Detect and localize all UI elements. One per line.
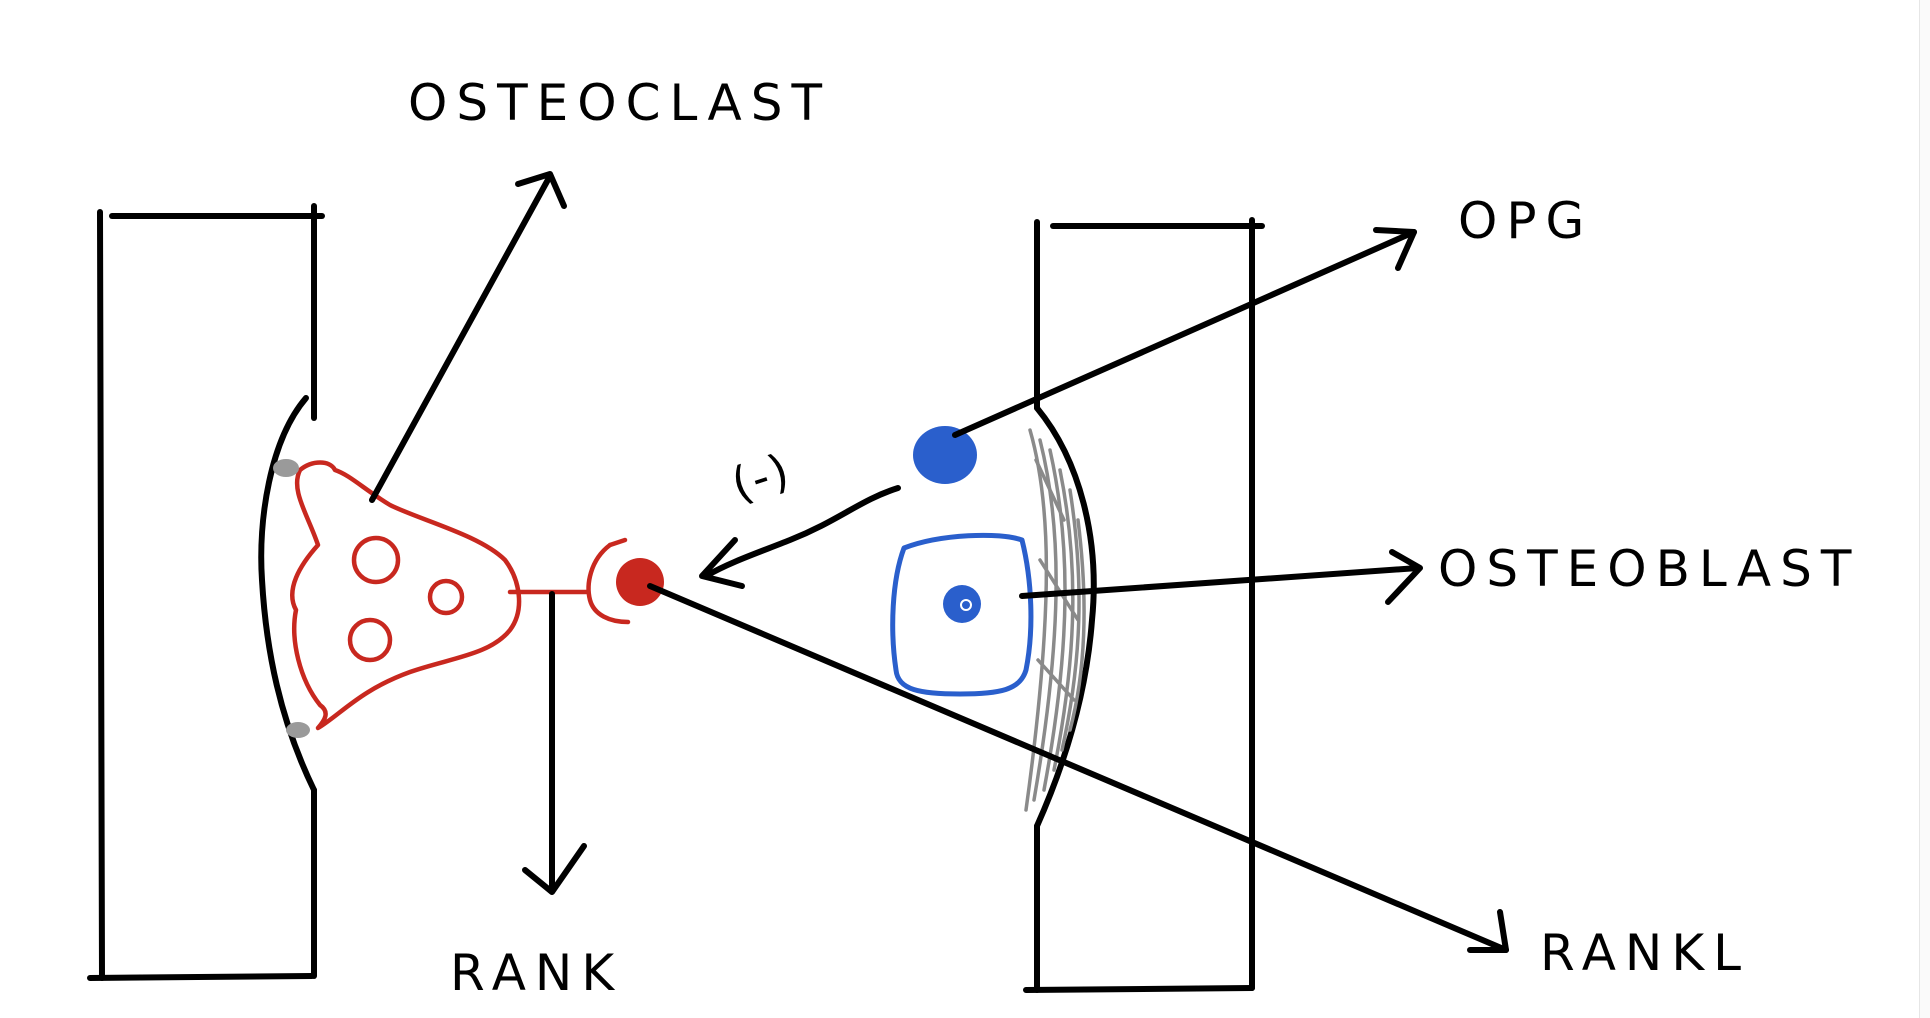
rankl-ligand-dot	[616, 558, 664, 606]
label-rankl: RANKL	[1540, 924, 1750, 982]
left-bone-block	[87, 203, 325, 981]
right-bone-block	[1023, 217, 1265, 993]
right-bone-surface	[1034, 405, 1097, 829]
osteoblast-cell	[890, 532, 1034, 697]
sealing-zone-top	[273, 459, 299, 477]
nucleus-2	[347, 617, 393, 663]
left-resorption-pit	[258, 395, 317, 793]
page-edge	[1919, 0, 1930, 1018]
rank-arrow	[522, 591, 587, 895]
opg-inhibition-arrow	[699, 485, 901, 589]
sealing-zone-bottom	[286, 722, 310, 738]
rankl-arrow	[647, 583, 1509, 953]
label-osteoclast: OSTEOCLAST	[408, 74, 831, 132]
nucleus-3	[427, 578, 465, 616]
osteoid-hatching	[1024, 428, 1086, 812]
nucleus-1	[351, 535, 401, 585]
label-osteoblast: OSTEOBLAST	[1438, 540, 1860, 598]
osteoclast-cell	[273, 459, 522, 738]
label-inhibition: (-)	[725, 442, 797, 511]
osteoblast-arrow	[1019, 549, 1423, 605]
osteoclast-arrow	[369, 171, 567, 503]
opg-arrow	[952, 227, 1417, 438]
label-rank: RANK	[450, 944, 623, 1002]
opg-molecule	[913, 426, 977, 484]
rank-receptor	[507, 537, 631, 625]
label-opg: OPG	[1458, 192, 1593, 250]
osteoblast-nucleolus	[960, 599, 972, 611]
